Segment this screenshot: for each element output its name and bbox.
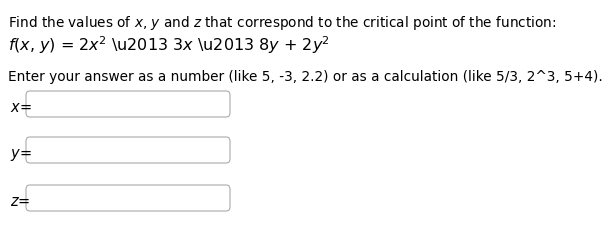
Text: Find the values of $\it{x}$, $\it{y}$ and $\it{z}$ that correspond to the critic: Find the values of $\it{x}$, $\it{y}$ an… xyxy=(8,14,556,32)
Text: $\it{z}$=: $\it{z}$= xyxy=(10,194,31,209)
Text: $\it{f}$($\it{x}$, $\it{y}$) = 2$\it{x}$$^2$ \u2013 3$\it{x}$ \u2013 8$\it{y}$ +: $\it{f}$($\it{x}$, $\it{y}$) = 2$\it{x}$… xyxy=(8,34,330,56)
FancyBboxPatch shape xyxy=(26,137,230,163)
FancyBboxPatch shape xyxy=(26,91,230,117)
Text: $\it{y}$=: $\it{y}$= xyxy=(10,147,32,163)
FancyBboxPatch shape xyxy=(26,185,230,211)
Text: $\it{x}$=: $\it{x}$= xyxy=(10,100,32,115)
Text: Enter your answer as a number (like 5, -3, 2.2) or as a calculation (like 5/3, 2: Enter your answer as a number (like 5, -… xyxy=(8,70,602,84)
